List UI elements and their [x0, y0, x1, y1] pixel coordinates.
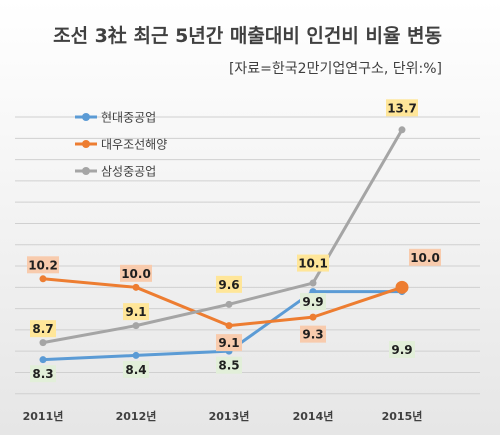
data-label: 9.1	[125, 305, 146, 319]
data-label-box	[120, 264, 152, 282]
legend-label: 대우조선해양	[101, 138, 167, 152]
data-point	[309, 313, 317, 321]
data-label-box	[216, 356, 242, 374]
data-label: 9.3	[302, 328, 323, 342]
data-point	[225, 322, 233, 330]
x-tick-label: 2014년	[293, 409, 334, 423]
legend-label: 현대중공업	[101, 111, 156, 125]
legend-label: 삼성중공업	[101, 165, 156, 179]
chart-subtitle: [자료=한국2만기업연구소, 단위:%]	[229, 61, 442, 77]
data-point	[39, 356, 47, 364]
data-label: 8.5	[218, 359, 239, 373]
data-label: 8.3	[32, 367, 53, 381]
x-tick-label: 2013년	[209, 409, 250, 423]
gridlines	[15, 116, 480, 395]
data-label: 8.7	[32, 322, 53, 336]
data-label-box	[300, 293, 326, 311]
data-point	[225, 300, 233, 308]
data-point	[132, 351, 140, 359]
legend-swatch-marker	[82, 113, 90, 121]
data-label-box	[30, 320, 56, 338]
data-point-highlight	[395, 280, 409, 294]
data-point	[132, 322, 140, 330]
data-label: 8.4	[125, 363, 146, 377]
data-point	[39, 339, 47, 347]
data-label: 13.7	[387, 101, 417, 115]
data-label: 10.0	[410, 251, 440, 265]
data-label-box	[297, 254, 329, 272]
data-label-box	[216, 275, 242, 293]
data-labels: 8.3 8.4 8.5 9.9 9.9 10.2 10.0 9.1 9.3 10.0 8.7 9.1 9…	[27, 99, 441, 383]
x-axis: 2011년 2012년 2013년 2014년 2015년	[23, 409, 423, 423]
legend-swatch-marker	[82, 167, 90, 175]
data-point	[132, 283, 140, 291]
data-label: 10.2	[28, 258, 58, 272]
x-tick-label: 2015년	[382, 409, 423, 423]
data-label-box	[389, 341, 415, 359]
data-point	[39, 275, 47, 283]
x-tick-label: 2011년	[23, 409, 64, 423]
data-label: 10.0	[121, 267, 151, 281]
data-label: 9.6	[218, 278, 239, 292]
data-label-box	[30, 365, 56, 383]
data-label: 9.9	[391, 343, 412, 357]
data-point	[309, 279, 317, 287]
legend-swatch-marker	[82, 140, 90, 148]
data-label: 9.1	[218, 336, 239, 350]
data-label-box	[27, 256, 59, 274]
data-label-box	[123, 303, 149, 321]
data-label-box	[386, 99, 418, 117]
series-line-2	[42, 129, 404, 345]
data-label: 10.1	[298, 257, 328, 271]
data-point	[398, 126, 406, 134]
x-tick-label: 2012년	[116, 409, 157, 423]
data-label: 9.9	[302, 295, 323, 309]
data-label-box	[409, 248, 441, 266]
chart-title: 조선 3社 최근 5년간 매출대비 인건비 비율 변동	[53, 24, 442, 47]
data-label-box	[300, 325, 326, 343]
series-lines	[39, 126, 409, 364]
data-label-box	[216, 334, 242, 352]
data-label-box	[123, 360, 149, 378]
